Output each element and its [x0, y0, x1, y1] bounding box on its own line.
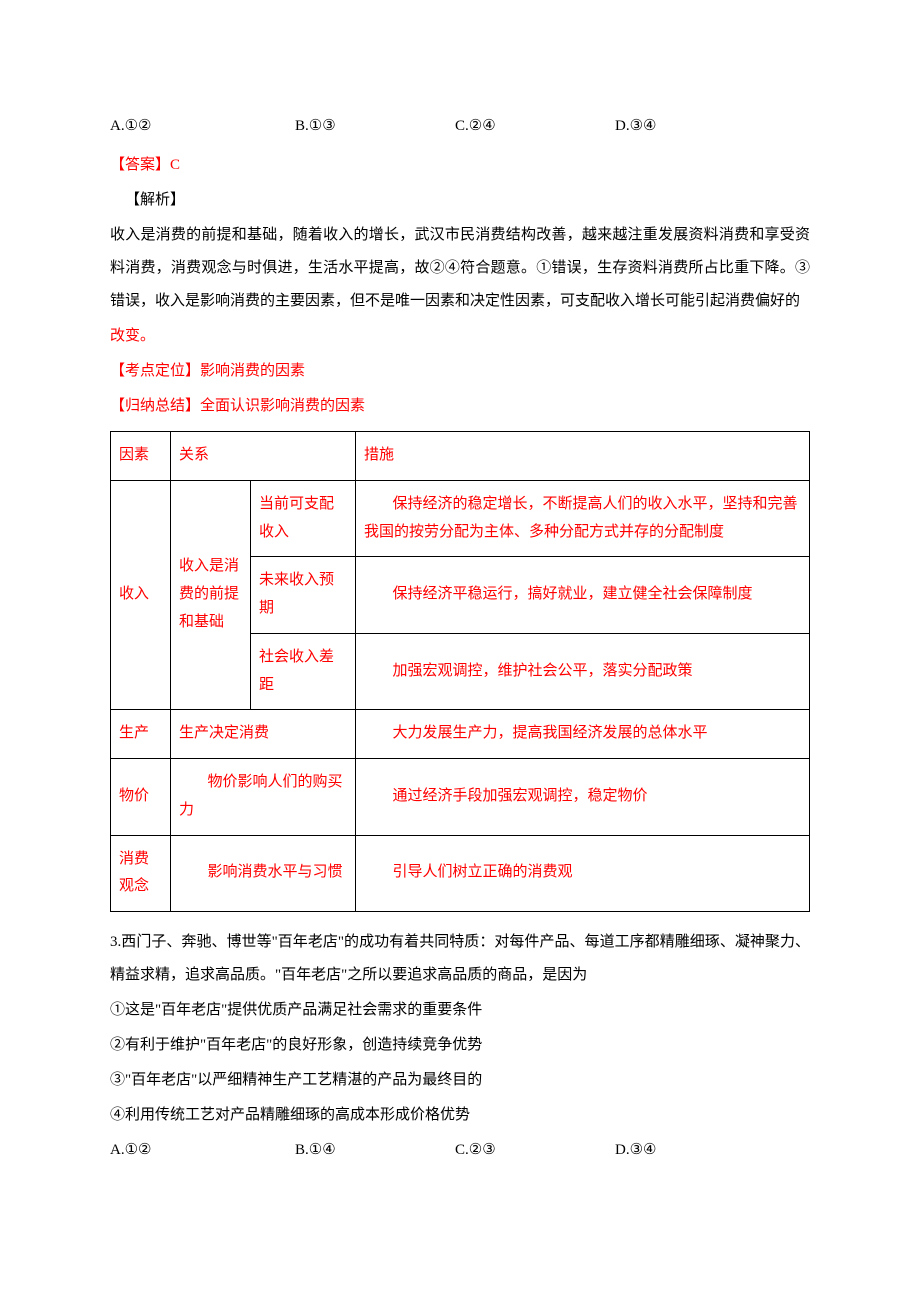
q1-option-c: C.②④ [455, 110, 615, 143]
q3-statement-1: ①这是"百年老店"提供优质产品满足社会需求的重要条件 [110, 994, 810, 1027]
table-row: 物价 物价影响人们的购买力 通过经济手段加强宏观调控，稳定物价 [111, 759, 810, 836]
table-header-row: 因素 关系 措施 [111, 432, 810, 481]
q1-option-d: D.③④ [615, 110, 810, 143]
cell-concept-measure: 引导人们树立正确的消费观 [356, 835, 810, 912]
q3-stem: 3.西门子、奔驰、博世等"百年老店"的成功有着共同特质：对每件产品、每道工序都精… [110, 926, 810, 992]
table-row: 消费观念 影响消费水平与习惯 引导人们树立正确的消费观 [111, 835, 810, 912]
cell-income-measure3: 加强宏观调控，维护社会公平，落实分配政策 [356, 633, 810, 710]
cell-concept-relation: 影响消费水平与习惯 [171, 835, 356, 912]
cell-income-label: 收入 [111, 480, 171, 710]
q1-option-a: A.①② [110, 110, 295, 143]
cell-production-relation: 生产决定消费 [171, 710, 356, 759]
cell-price-relation: 物价影响人们的购买力 [171, 759, 356, 836]
q1-option-b: B.①③ [295, 110, 455, 143]
q1-analysis-tail: 改变。 [110, 320, 810, 353]
table-row: 生产 生产决定消费 大力发展生产力，提高我国经济发展的总体水平 [111, 710, 810, 759]
q1-options: A.①② B.①③ C.②④ D.③④ [110, 110, 810, 143]
q3-option-b: B.①④ [295, 1134, 455, 1167]
q3-option-a: A.①② [110, 1134, 295, 1167]
q3-option-c: C.②③ [455, 1134, 615, 1167]
th-relation: 关系 [171, 432, 356, 481]
q3-statement-4: ④利用传统工艺对产品精雕细琢的高成本形成价格优势 [110, 1099, 810, 1132]
cell-concept-label: 消费观念 [111, 835, 171, 912]
cell-income-sub2: 未来收入预期 [251, 557, 356, 634]
cell-income-measure2: 保持经济平稳运行，搞好就业，建立健全社会保障制度 [356, 557, 810, 634]
q3-options: A.①② B.①④ C.②③ D.③④ [110, 1134, 810, 1167]
q3-statement-2: ②有利于维护"百年老店"的良好形象，创造持续竞争优势 [110, 1029, 810, 1062]
q1-analysis-body: 收入是消费的前提和基础，随着收入的增长，武汉市民消费结构改善，越来越注重发展资料… [110, 219, 810, 318]
cell-price-measure: 通过经济手段加强宏观调控，稳定物价 [356, 759, 810, 836]
q1-analysis-label: 【解析】 [110, 184, 810, 217]
th-measure: 措施 [356, 432, 810, 481]
cell-income-sub1: 当前可支配收入 [251, 480, 356, 557]
cell-price-label: 物价 [111, 759, 171, 836]
th-factor: 因素 [111, 432, 171, 481]
factors-table: 因素 关系 措施 收入 收入是消费的前提和基础 当前可支配收入 保持经济的稳定增… [110, 431, 810, 912]
cell-production-measure: 大力发展生产力，提高我国经济发展的总体水平 [356, 710, 810, 759]
cell-production-label: 生产 [111, 710, 171, 759]
cell-income-sub3: 社会收入差距 [251, 633, 356, 710]
q1-kaodian: 【考点定位】影响消费的因素 [110, 355, 810, 388]
cell-income-relation: 收入是消费的前提和基础 [171, 480, 251, 710]
table-row: 收入 收入是消费的前提和基础 当前可支配收入 保持经济的稳定增长，不断提高人们的… [111, 480, 810, 557]
q1-answer: 【答案】C [110, 149, 810, 182]
q3-option-d: D.③④ [615, 1134, 810, 1167]
q3-statement-3: ③"百年老店"以严细精神生产工艺精湛的产品为最终目的 [110, 1064, 810, 1097]
q1-guina: 【归纳总结】全面认识影响消费的因素 [110, 390, 810, 423]
cell-income-measure1: 保持经济的稳定增长，不断提高人们的收入水平，坚持和完善我国的按劳分配为主体、多种… [356, 480, 810, 557]
